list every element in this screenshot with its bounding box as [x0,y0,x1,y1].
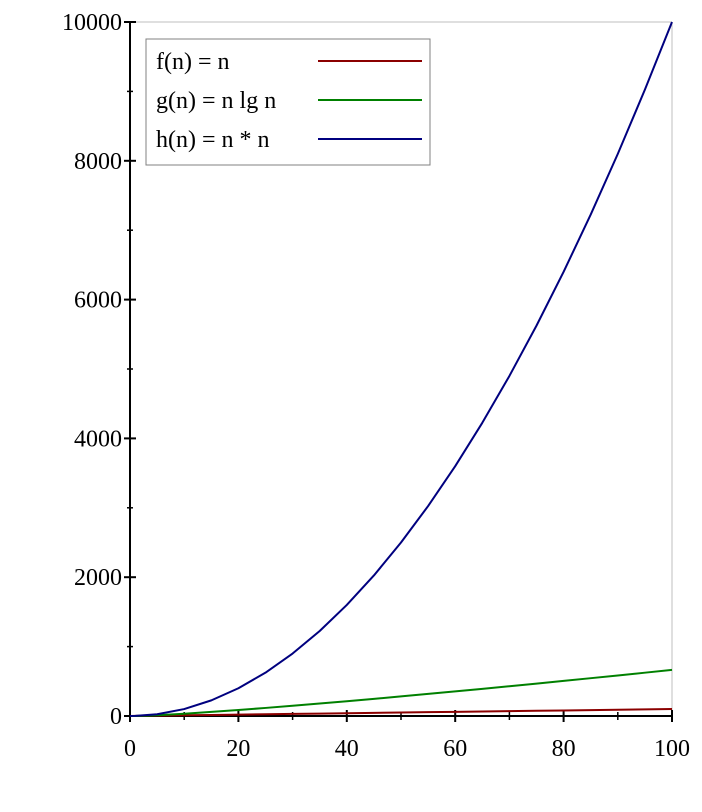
x-axis: 0 20 40 60 80 100 [124,710,690,762]
series-layer [129,21,673,717]
y-tick-label: 4000 [74,426,122,452]
y-tick-label: 10000 [62,10,122,36]
y-tick-label: 0 [110,704,122,730]
x-tick-label: 60 [443,736,467,762]
x-tick-label: 100 [654,736,690,762]
y-tick-label: 8000 [74,149,122,175]
series-line-2 [130,668,673,717]
y-tick-label: 6000 [74,288,122,314]
series-line-1 [129,708,673,717]
legend-label: h(n) = n * n [156,127,270,153]
x-tick-label: 80 [552,736,576,762]
y-tick-label: 2000 [74,565,122,591]
legend-label: f(n) = n [156,49,230,75]
x-tick-label: 20 [226,736,250,762]
series-line-3 [129,21,673,717]
x-tick-label: 0 [124,736,136,762]
legend-label: g(n) = n lg n [156,88,276,114]
y-axis: 0 2000 4000 6000 8000 10000 [62,10,136,730]
x-tick-label: 40 [335,736,359,762]
legend: f(n) = n g(n) = n lg n h(n) = n * n [145,38,431,166]
plot-frame [130,21,673,716]
